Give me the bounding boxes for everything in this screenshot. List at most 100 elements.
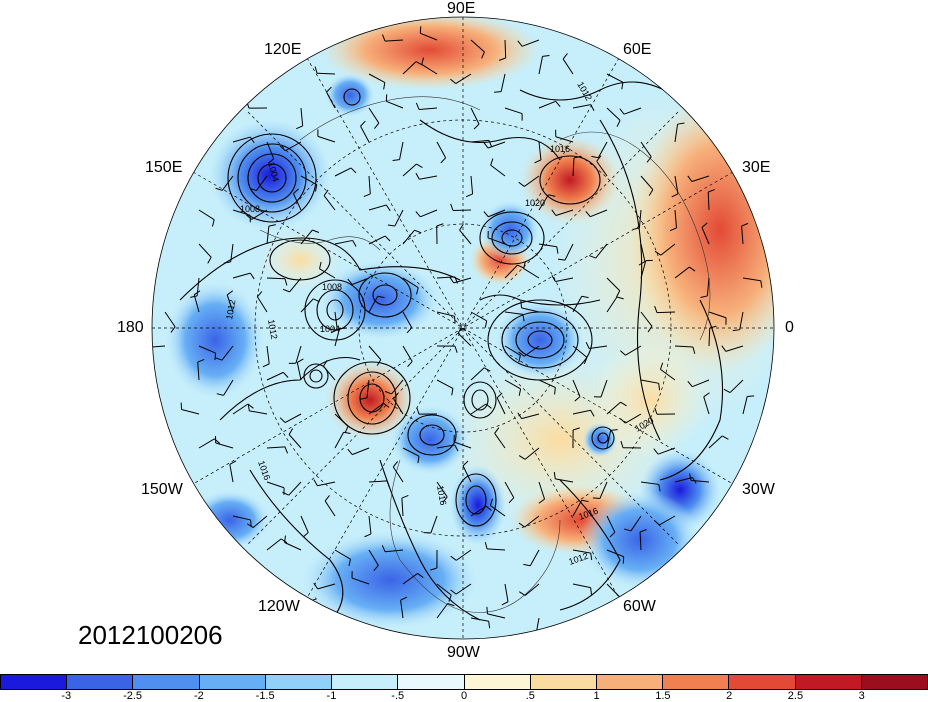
wind-barb — [572, 583, 591, 589]
wind-barb — [226, 294, 234, 313]
wind-barb-flag — [313, 582, 319, 590]
wind-barb-flag — [555, 100, 561, 107]
wind-barb-flag — [348, 559, 351, 567]
wind-barb-flag — [485, 505, 492, 511]
wind-barb — [564, 243, 574, 261]
wind-barb — [430, 515, 438, 534]
wind-barb-flag — [701, 222, 708, 228]
wind-barb-flag — [382, 34, 386, 42]
wind-barb — [319, 268, 336, 279]
wind-barb — [300, 175, 318, 186]
wind-barb-flag — [343, 431, 351, 434]
wind-barb — [487, 141, 506, 149]
wind-barb-flag — [229, 460, 237, 465]
wind-barb-flag — [415, 211, 421, 218]
wind-barb — [521, 39, 540, 47]
polar-map: 1004 1008 1012 1016 1020 1004 1008 1012 … — [151, 16, 775, 640]
wind-barb — [181, 409, 200, 415]
wind-barb — [334, 328, 341, 347]
wind-barb — [351, 577, 370, 585]
wind-barb-flag — [483, 211, 489, 218]
wind-barb — [459, 229, 472, 245]
wind-barb — [249, 410, 268, 415]
wind-barb-flag — [462, 460, 469, 467]
wind-barb-flag — [400, 596, 408, 601]
wind-barb — [300, 229, 313, 245]
wind-barb — [295, 345, 302, 364]
wind-barb — [368, 296, 379, 313]
wind-barb-flag — [553, 471, 556, 479]
wind-barb — [640, 243, 646, 262]
wind-barb — [524, 515, 540, 528]
wind-barb — [300, 298, 314, 313]
wind-barb — [436, 603, 449, 619]
colorbar-tick-label: 3 — [858, 690, 865, 702]
wind-barb — [606, 401, 621, 415]
wind-barb-flag — [585, 341, 590, 349]
wind-barb — [538, 379, 556, 388]
wind-barb-flag — [647, 325, 653, 333]
wind-barb — [625, 345, 642, 356]
wind-barb-flag — [671, 193, 679, 198]
wind-barb — [436, 583, 452, 596]
wind-barb-flag — [616, 296, 624, 300]
wind-barb — [164, 311, 176, 328]
wind-barb-flag — [450, 78, 457, 84]
wind-barb-flag — [450, 203, 454, 211]
wind-barb-flag — [518, 591, 526, 596]
wind-barb-flag — [417, 573, 424, 578]
longitude-label-150w: 150W — [141, 481, 183, 498]
wind-barb — [352, 447, 370, 456]
wind-barb-flag — [653, 448, 659, 455]
contour-label: 1012 — [266, 319, 279, 340]
wind-barb — [562, 58, 574, 75]
wind-barb — [555, 136, 574, 143]
wind-barb-flag — [314, 66, 318, 74]
wind-barb-flag — [415, 172, 420, 180]
longitude-label-180: 180 — [117, 319, 144, 336]
wind-barb-flag — [624, 528, 632, 532]
wind-barb-flag — [347, 278, 353, 285]
wind-barb-flag — [249, 187, 257, 192]
wind-barb-flag — [551, 209, 557, 216]
wind-barb-flag — [574, 396, 581, 402]
wind-barb — [470, 39, 485, 53]
wind-barb — [504, 39, 507, 59]
wind-barb-flag — [646, 156, 652, 163]
wind-barb-flag — [246, 214, 252, 220]
wind-barb-flag — [284, 446, 289, 454]
wind-barb — [708, 327, 711, 347]
wind-barb — [599, 481, 608, 499]
wind-barb-flag — [344, 426, 349, 433]
wind-barb-flag — [528, 635, 536, 638]
wind-barb-flag — [384, 390, 392, 395]
wind-barb — [368, 107, 380, 124]
wind-barb-flag — [609, 531, 616, 538]
wind-barb-flag — [556, 246, 559, 254]
wind-barb — [640, 481, 659, 485]
wind-barb — [197, 362, 200, 381]
wind-barb — [656, 311, 676, 314]
wind-barb-flag — [741, 222, 749, 227]
wind-barb-flag — [451, 388, 454, 396]
wind-barb — [691, 479, 710, 483]
wind-barb-flag — [585, 211, 591, 218]
wind-barb — [285, 141, 302, 152]
wind-barb — [500, 73, 506, 92]
wind-barb-flag — [330, 329, 338, 334]
wind-barb-flag — [386, 480, 390, 488]
wind-barb — [266, 538, 282, 551]
wind-barb — [391, 379, 404, 395]
wind-barb-flag — [488, 621, 491, 629]
wind-barb-flag — [268, 224, 276, 227]
wind-barb — [368, 480, 387, 483]
wind-barb-flag — [542, 55, 550, 57]
wind-barb — [368, 175, 371, 194]
wind-barb — [674, 266, 690, 279]
wind-barb-flag — [517, 264, 525, 269]
wind-barb-flag — [732, 329, 740, 332]
wind-barb — [232, 403, 249, 415]
wind-barb-flag — [562, 53, 568, 60]
wind-barb — [198, 209, 215, 221]
wind-barb — [421, 63, 438, 75]
